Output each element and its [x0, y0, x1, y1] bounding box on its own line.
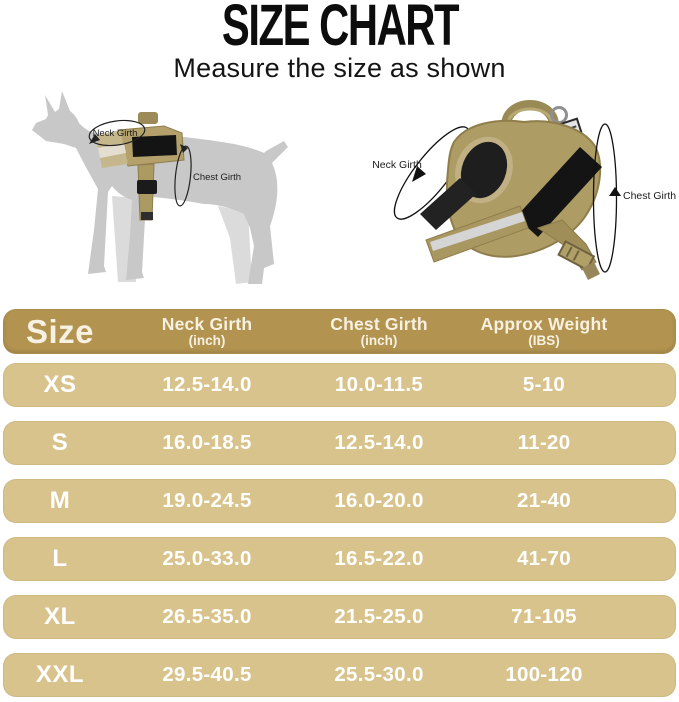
harness-patch [516, 147, 602, 237]
chest-girth-value: 25.5-30.0 [334, 663, 424, 686]
harness-measure-diagram: Neck Girth Chest Girth [372, 100, 676, 280]
weight-value: 100-120 [505, 663, 583, 686]
buckle [137, 180, 157, 194]
neck-girth-value: 25.0-33.0 [162, 547, 252, 570]
neck-girth-value: 12.5-14.0 [162, 373, 252, 396]
table-header-row: Size Neck Girth (inch) Chest Girth (inch… [3, 309, 676, 354]
col-header-approx-weight: Approx Weight (IBS) [480, 314, 608, 348]
dog-harness-illustration [96, 112, 185, 221]
size-label: XS [43, 371, 77, 398]
arrow-icon [89, 134, 100, 144]
chest-girth-value: 10.0-11.5 [334, 373, 424, 396]
table-row-xl: XL 26.5-35.0 21.5-25.0 71-105 [3, 595, 676, 639]
chest-girth-value: 12.5-14.0 [334, 431, 424, 454]
col-header-chest-girth: Chest Girth (inch) [330, 314, 428, 348]
dog-chest-girth-label: Chest Girth [193, 172, 241, 183]
col-header-size: Size [25, 312, 95, 350]
neck-strap-pad [420, 178, 476, 230]
reflective-strip [430, 212, 525, 251]
weight-value: 41-70 [517, 547, 571, 570]
neck-girth-value: 16.0-18.5 [162, 431, 252, 454]
harness-chest-girth-label: Chest Girth [623, 190, 676, 202]
neck-girth-value: 29.5-40.5 [162, 663, 252, 686]
neck-opening [460, 141, 508, 199]
neck-girth-value: 19.0-24.5 [162, 489, 252, 512]
chest-girth-value: 16.0-20.0 [334, 489, 424, 512]
harness-patch [132, 135, 177, 157]
strap-buckle [557, 240, 596, 272]
size-label: XXL [35, 661, 85, 688]
dog-chest-girth-annotation: Chest Girth [174, 144, 241, 207]
page-title: SIZE CHART [221, 0, 459, 58]
subtitle: Measure the size as shown [173, 53, 506, 83]
neck-girth-ellipse [88, 119, 146, 147]
weight-value: 71-105 [511, 605, 577, 628]
weight-value: 11-20 [517, 431, 571, 454]
table-row-l: L 25.0-33.0 16.5-22.0 41-70 [3, 537, 676, 581]
table-row-xs: XS 12.5-14.0 10.0-11.5 5-10 [3, 363, 676, 407]
metal-ring [550, 106, 568, 124]
reflective-strip [98, 143, 126, 158]
table-row-m: M 19.0-24.5 16.0-20.0 21-40 [3, 479, 676, 523]
harness-neck-girth-label: Neck Girth [372, 159, 422, 171]
table-row-s: S 16.0-18.5 12.5-14.0 11-20 [3, 421, 676, 465]
arrow-icon [609, 187, 621, 196]
weight-value: 5-10 [522, 373, 566, 396]
size-label: M [49, 487, 71, 514]
chest-girth-ellipse [592, 123, 618, 273]
table-row-xxl: XXL 29.5-40.5 25.5-30.0 100-120 [3, 653, 676, 697]
dog-neck-girth-label: Neck Girth [93, 128, 138, 139]
weight-value: 21-40 [517, 489, 571, 512]
dog-far-legs [112, 196, 252, 284]
harness-chest-girth-annotation: Chest Girth [592, 123, 676, 273]
col-header-neck-girth: Neck Girth (inch) [161, 314, 253, 348]
dog-measure-diagram: Neck Girth Chest Girth [32, 91, 288, 284]
harness-illustration [420, 100, 602, 280]
chest-girth-ellipse [174, 145, 192, 207]
dog-neck-girth-annotation: Neck Girth [88, 119, 146, 147]
title-block: SIZE CHART [0, 0, 679, 58]
size-table: Size Neck Girth (inch) Chest Girth (inch… [3, 309, 676, 702]
chest-girth-value: 21.5-25.0 [334, 605, 424, 628]
arrow-icon [412, 166, 426, 182]
neck-girth-ellipse [393, 126, 471, 220]
arrow-icon [180, 144, 188, 153]
size-label: S [51, 429, 69, 456]
size-label: L [52, 545, 68, 572]
size-label: XL [44, 603, 76, 630]
chest-girth-value: 16.5-22.0 [334, 547, 424, 570]
neck-girth-value: 26.5-35.0 [162, 605, 252, 628]
